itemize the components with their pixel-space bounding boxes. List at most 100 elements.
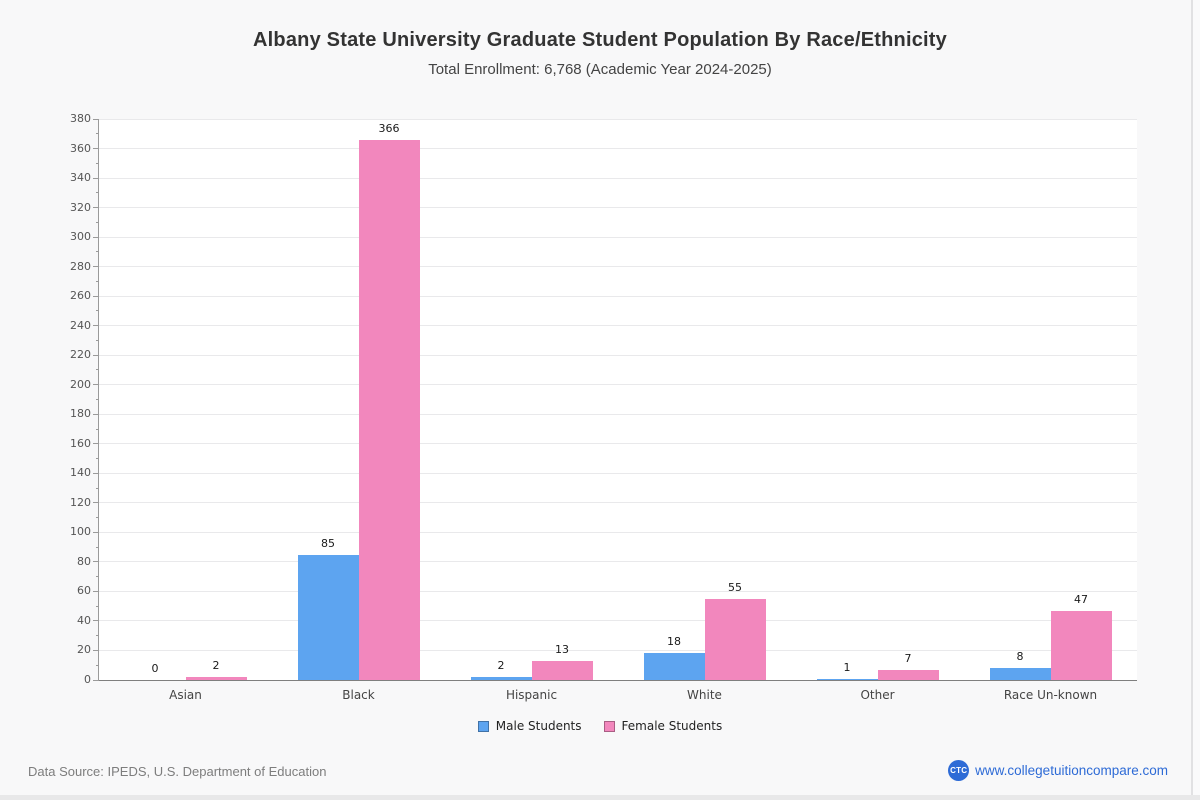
bar-female-hispanic [531, 661, 593, 680]
y-axis-tick-mark [93, 561, 99, 563]
y-axis-tick-label: 40 [77, 613, 91, 627]
bar-value-label: 0 [151, 662, 159, 675]
right-edge-divider [1191, 0, 1200, 800]
y-axis-tick-mark [93, 354, 99, 356]
y-axis-tick-mark [93, 384, 99, 386]
legend-label-male: Male Students [495, 719, 582, 733]
gridline [99, 295, 1137, 297]
y-axis-tick-mark [96, 664, 99, 666]
bar-value-label: 366 [378, 122, 400, 135]
bar-value-label: 1 [843, 661, 851, 674]
gridline [99, 649, 1137, 651]
y-axis-tick-mark [96, 251, 99, 253]
y-axis-tick-label: 360 [70, 141, 91, 155]
y-axis-tick-label: 340 [70, 171, 91, 185]
y-axis-tick-label: 80 [77, 554, 91, 568]
y-axis-tick-mark [93, 266, 99, 268]
x-axis-category-label: White [687, 688, 722, 702]
y-axis-tick-mark [96, 133, 99, 135]
y-axis-tick-mark [96, 280, 99, 282]
website-link[interactable]: www.collegetuitioncompare.com [975, 763, 1168, 778]
y-axis-tick-label: 0 [84, 673, 91, 686]
bar-value-label: 8 [1016, 650, 1024, 663]
y-axis-tick-mark [93, 413, 99, 415]
y-axis-tick-mark [93, 236, 99, 238]
y-axis-tick-label: 200 [70, 377, 91, 391]
gridline [99, 531, 1137, 533]
y-axis-tick-label: 60 [77, 584, 91, 598]
gridline [99, 236, 1137, 238]
footer-branding: CTC www.collegetuitioncompare.com [948, 760, 1168, 781]
y-axis-tick-mark [93, 118, 99, 120]
bar-male-white [643, 653, 705, 680]
bar-value-label: 18 [667, 635, 681, 648]
data-source-note: Data Source: IPEDS, U.S. Department of E… [28, 764, 327, 779]
gridline [99, 502, 1137, 504]
bottom-edge-divider [0, 795, 1200, 800]
y-axis-tick-label: 180 [70, 407, 91, 421]
y-axis-tick-label: 380 [70, 112, 91, 125]
y-axis-tick-mark [96, 192, 99, 194]
y-axis-tick-mark [96, 635, 99, 637]
legend-item-male: Male Students [477, 719, 582, 733]
y-axis-tick-mark [93, 502, 99, 504]
y-axis-tick-mark [96, 162, 99, 164]
gridline [99, 384, 1137, 386]
y-axis-tick-label: 140 [70, 466, 91, 480]
y-axis-tick-mark [96, 221, 99, 223]
bar-female-asian [185, 677, 247, 680]
bar-value-label: 47 [1074, 593, 1088, 606]
y-axis-tick-mark [96, 546, 99, 548]
bar-value-label: 2 [497, 659, 505, 672]
gridline [99, 148, 1137, 150]
bar-value-label: 13 [555, 643, 569, 656]
gridline [99, 413, 1137, 415]
gridline [99, 325, 1137, 327]
bar-value-label: 85 [321, 537, 335, 550]
y-axis-tick-mark [93, 679, 99, 681]
bar-male-hispanic [470, 677, 532, 680]
chart-title: Albany State University Graduate Student… [253, 29, 947, 51]
y-axis-tick-mark [93, 472, 99, 474]
y-axis-tick-mark [96, 458, 99, 460]
y-axis-tick-label: 280 [70, 259, 91, 273]
y-axis-tick-mark [96, 369, 99, 371]
y-axis-tick-mark [96, 428, 99, 430]
y-axis-tick-mark [93, 148, 99, 150]
y-axis-tick-label: 20 [77, 643, 91, 657]
gridline [99, 472, 1137, 474]
gridline [99, 590, 1137, 592]
y-axis-tick-mark [93, 531, 99, 533]
y-axis-tick-label: 300 [70, 230, 91, 244]
gridline [99, 207, 1137, 209]
gridline [99, 177, 1137, 179]
male-series-swatch-icon [477, 720, 489, 732]
chart-subtitle: Total Enrollment: 6,768 (Academic Year 2… [428, 61, 772, 78]
y-axis-tick-mark [93, 649, 99, 651]
y-axis-tick-label: 160 [70, 436, 91, 450]
bar-male-other [816, 679, 878, 680]
y-axis-tick-label: 240 [70, 318, 91, 332]
y-axis-tick-mark [96, 310, 99, 312]
y-axis-tick-label: 100 [70, 525, 91, 539]
y-axis-tick-mark [93, 620, 99, 622]
y-axis-tick-mark [93, 325, 99, 327]
legend-item-female: Female Students [603, 719, 723, 733]
gridline [99, 561, 1137, 563]
chart-legend: Male Students Female Students [0, 719, 1200, 733]
x-axis-category-label: Other [860, 688, 895, 702]
legend-label-female: Female Students [621, 719, 723, 733]
x-axis-category-label: Asian [169, 688, 202, 702]
bar-male-race-un-known [989, 668, 1051, 680]
gridline [99, 443, 1137, 445]
y-axis-tick-mark [96, 399, 99, 400]
female-series-swatch-icon [603, 720, 615, 732]
y-axis-tick-mark [96, 576, 99, 578]
y-axis-tick-mark [93, 177, 99, 179]
gridline [99, 266, 1137, 268]
y-axis-tick-mark [96, 487, 99, 489]
gridline [99, 354, 1137, 356]
y-axis-tick-mark [96, 517, 99, 519]
bar-female-race-un-known [1050, 611, 1112, 680]
bar-value-label: 2 [212, 659, 220, 672]
